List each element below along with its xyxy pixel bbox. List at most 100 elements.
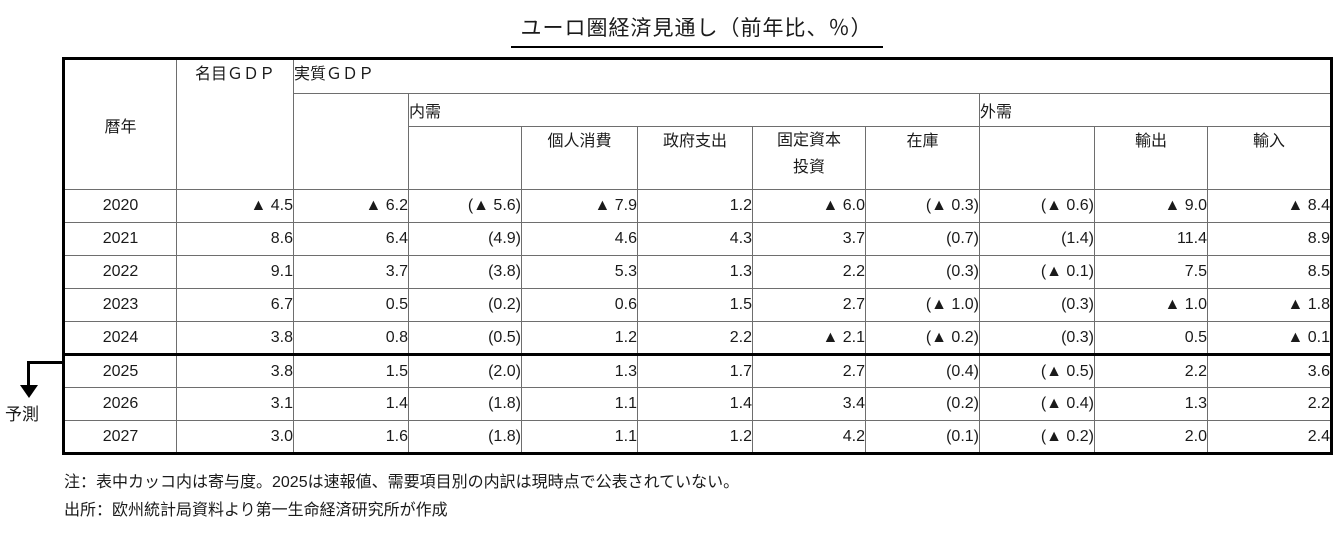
cell-external-demand: (0.3) [979,288,1095,322]
cell-domestic-demand: (4.9) [408,222,522,256]
page-title: ユーロ圏経済見通し（前年比、％） [510,12,883,48]
cell-inventory: (0.1) [865,420,980,454]
cell-personal-consumption: ▲ 7.9 [521,189,638,223]
cell-government-spending: 4.3 [637,222,753,256]
cell-fixed-capital-investment: ▲ 2.1 [752,321,866,355]
cell-external-demand: (▲ 0.5) [979,353,1095,388]
header-exports: 輸出 [1094,126,1208,190]
cell-exports: 0.5 [1094,321,1208,355]
cell-nominal-gdp: ▲ 4.5 [176,189,294,223]
cell-year: 2021 [63,222,177,256]
cell-nominal-gdp: 8.6 [176,222,294,256]
cell-exports: 2.2 [1094,353,1208,388]
cell-exports: 2.0 [1094,420,1208,454]
header-real-gdp: 実質ＧＤＰ [292,58,1333,94]
cell-imports: 3.6 [1206,353,1333,388]
cell-exports: ▲ 9.0 [1094,189,1208,223]
cell-real-gdp: 6.4 [293,222,409,256]
header-imports: 輸入 [1206,126,1333,190]
cell-external-demand: (▲ 0.1) [979,255,1095,289]
cell-domestic-demand: (▲ 5.6) [408,189,522,223]
cell-nominal-gdp: 3.0 [176,420,294,454]
footnote-note: 注：表中カッコ内は寄与度。2025は速報値、需要項目別の内訳は現時点で公表されて… [64,474,740,491]
cell-nominal-gdp: 9.1 [176,255,294,289]
cell-imports: 2.4 [1206,420,1333,454]
cell-exports: ▲ 1.0 [1094,288,1208,322]
cell-nominal-gdp: 3.1 [176,387,294,421]
cell-domestic-demand: (1.8) [408,420,522,454]
cell-inventory: (▲ 0.2) [865,321,980,355]
cell-real-gdp: 1.4 [293,387,409,421]
cell-imports: ▲ 1.8 [1206,288,1333,322]
cell-fixed-capital-investment: 2.7 [752,353,866,388]
table-row-2025-forecast: 2025 3.8 1.5 (2.0) 1.3 1.7 2.7 (0.4) (▲ … [63,353,1333,388]
cell-personal-consumption: 1.1 [521,420,638,454]
cell-government-spending: 1.3 [637,255,753,289]
cell-external-demand: (▲ 0.6) [979,189,1095,223]
table-row-2021: 2021 8.6 6.4 (4.9) 4.6 4.3 3.7 (0.7) (1.… [63,222,1333,256]
table-row-2023: 2023 6.7 0.5 (0.2) 0.6 1.5 2.7 (▲ 1.0) (… [63,288,1333,322]
economic-outlook-table: 暦年 名目ＧＤＰ 実質ＧＤＰ 内需 外需 個人消費 政府支出 固定資本投資 在庫… [62,57,1333,455]
table-row-2024: 2024 3.8 0.8 (0.5) 1.2 2.2 ▲ 2.1 (▲ 0.2)… [63,321,1333,355]
cell-external-demand: (▲ 0.4) [979,387,1095,421]
header-year: 暦年 [63,58,177,190]
cell-imports: ▲ 8.4 [1206,189,1333,223]
cell-imports: 8.5 [1206,255,1333,289]
cell-government-spending: 1.4 [637,387,753,421]
cell-domestic-demand: (0.2) [408,288,522,322]
cell-year: 2020 [63,189,177,223]
cell-imports: 8.9 [1206,222,1333,256]
forecast-arrow-horizontal-line [27,361,64,364]
cell-inventory: (0.2) [865,387,980,421]
cell-year: 2023 [63,288,177,322]
cell-real-gdp-highlighted: 1.5 [293,353,409,388]
cell-exports: 1.3 [1094,387,1208,421]
cell-nominal-gdp: 6.7 [176,288,294,322]
header-personal-consumption: 個人消費 [521,126,638,190]
cell-nominal-gdp: 3.8 [176,353,294,388]
cell-inventory: (0.4) [865,353,980,388]
header-government-spending: 政府支出 [637,126,753,190]
cell-inventory: (▲ 1.0) [865,288,980,322]
cell-imports: ▲ 0.1 [1206,321,1333,355]
cell-imports: 2.2 [1206,387,1333,421]
cell-inventory: (▲ 0.3) [865,189,980,223]
table-row-2020: 2020 ▲ 4.5 ▲ 6.2 (▲ 5.6) ▲ 7.9 1.2 ▲ 6.0… [63,189,1333,223]
cell-personal-consumption: 1.3 [521,353,638,388]
cell-year: 2025 [63,353,177,388]
table-row-2026-forecast: 2026 3.1 1.4 (1.8) 1.1 1.4 3.4 (0.2) (▲ … [63,387,1333,421]
header-row-components: 個人消費 政府支出 固定資本投資 在庫 輸出 輸入 [64,126,1333,190]
cell-personal-consumption: 1.2 [521,321,638,355]
header-fixed-capital-label: 固定資本投資 [776,132,841,177]
header-row-top: 暦年 名目ＧＤＰ 実質ＧＤＰ [63,58,1333,190]
header-domestic-demand: 内需 [408,93,980,127]
cell-personal-consumption: 5.3 [521,255,638,289]
cell-year: 2022 [63,255,177,289]
cell-domestic-demand: (2.0) [408,353,522,388]
table-container: 暦年 名目ＧＤＰ 実質ＧＤＰ 内需 外需 個人消費 政府支出 固定資本投資 在庫… [62,57,1333,455]
cell-exports: 7.5 [1094,255,1208,289]
table-row-2022: 2022 9.1 3.7 (3.8) 5.3 1.3 2.2 (0.3) (▲ … [63,255,1333,289]
header-spacer-real-gdp [293,93,409,190]
cell-fixed-capital-investment: 2.2 [752,255,866,289]
cell-domestic-demand: (3.8) [408,255,522,289]
cell-fixed-capital-investment: ▲ 6.0 [752,189,866,223]
table-row-2027-forecast: 2027 3.0 1.6 (1.8) 1.1 1.2 4.2 (0.1) (▲ … [63,420,1333,454]
forecast-arrow-vertical-line [27,361,30,386]
forecast-label: 予測 [5,405,39,424]
footnotes: 注：表中カッコ内は寄与度。2025は速報値、需要項目別の内訳は現時点で公表されて… [64,469,739,526]
cell-external-demand: (1.4) [979,222,1095,256]
cell-fixed-capital-investment: 3.4 [752,387,866,421]
cell-real-gdp: 1.6 [293,420,409,454]
header-spacer-external [979,126,1095,190]
cell-fixed-capital-investment: 2.7 [752,288,866,322]
title-container: ユーロ圏経済見通し（前年比、％） [62,12,1331,48]
cell-external-demand: (0.3) [979,321,1095,355]
cell-fixed-capital-investment: 4.2 [752,420,866,454]
cell-external-demand: (▲ 0.2) [979,420,1095,454]
cell-nominal-gdp: 3.8 [176,321,294,355]
header-fixed-capital-investment: 固定資本投資 [752,126,866,190]
cell-year: 2027 [63,420,177,454]
cell-real-gdp: ▲ 6.2 [293,189,409,223]
